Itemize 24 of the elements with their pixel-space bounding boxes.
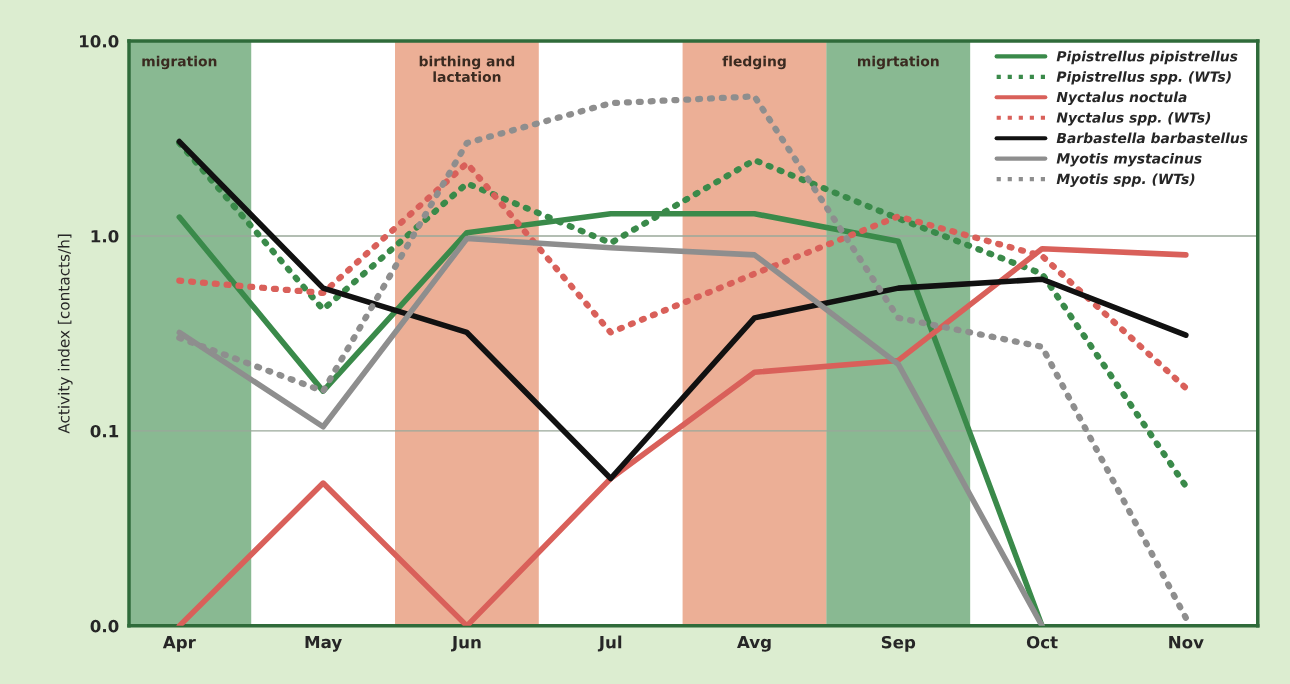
legend-label: Pipistrellus pipistrellus: [1056, 50, 1238, 65]
x-tick-label: May: [305, 635, 342, 652]
y-tick-label: 1.0: [91, 229, 119, 243]
x-tick-label: Sep: [881, 635, 916, 652]
band-label: fledging: [722, 55, 786, 70]
x-tick-label: Nov: [1169, 636, 1204, 649]
y-tick-label: 0.0: [90, 619, 119, 633]
band-label: migration: [142, 55, 217, 70]
x-tick-label: Oct: [1026, 635, 1058, 649]
x-tick-label: Jun: [451, 636, 481, 652]
legend-label: Pipistrellus spp. (WTs): [1056, 71, 1231, 85]
x-tick-label: Avg: [737, 635, 771, 652]
y-axis-title: Activity index [contacts/h]: [57, 234, 73, 434]
band-label: migrtation: [858, 55, 939, 70]
legend-label: Barbastella barbastellus: [1056, 132, 1248, 144]
legend-label: Myotis mystacinus: [1056, 152, 1202, 167]
legend-label: Myotis spp. (WTs): [1056, 173, 1195, 187]
band-label: birthing and lactation: [419, 55, 515, 83]
x-tick-label: Jul: [597, 635, 622, 652]
legend-label: Nyctalus noctula: [1056, 91, 1187, 106]
y-tick-label: 10.0: [80, 35, 119, 48]
legend-label: Nyctalus spp. (WTs): [1056, 112, 1211, 126]
y-tick-label: 0.1: [90, 424, 119, 438]
x-tick-label: Apr: [162, 636, 196, 652]
